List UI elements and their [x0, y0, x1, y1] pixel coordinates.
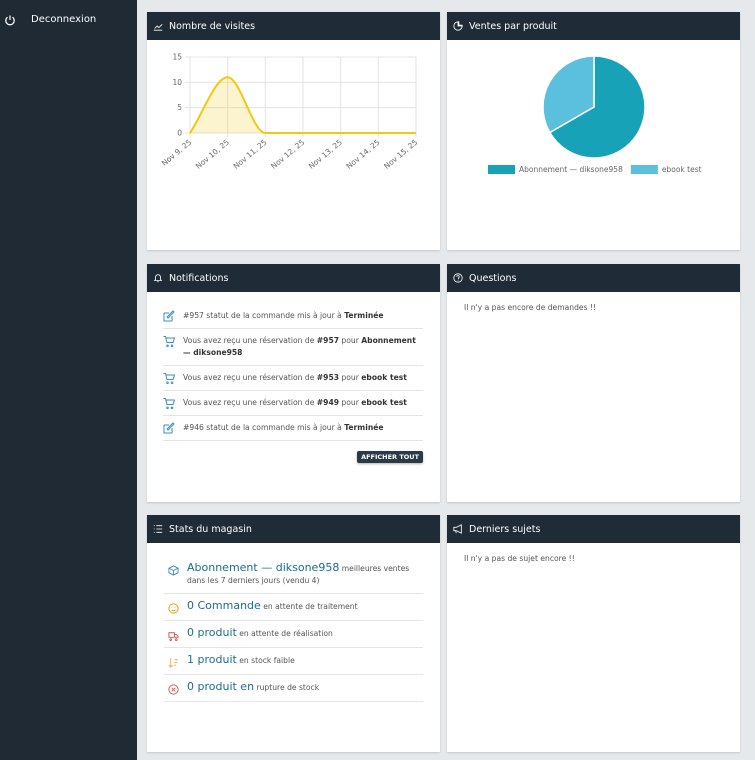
panel-header: Nombre de visites	[147, 12, 440, 40]
stat-text: Abonnement — diksone958 meilleures vente…	[187, 562, 423, 587]
panel: Ventes par produit	[447, 12, 740, 250]
icon	[168, 603, 179, 614]
panel-body: Abonnement — diksone958 meilleures vente…	[147, 543, 440, 702]
icon	[168, 657, 179, 668]
notification: Vous avez reçu une réservation de #953 p…	[163, 366, 423, 391]
text-segment: Vous avez reçu une réservation de	[183, 336, 317, 345]
text-segment: #957 statut de la commande mis à jour à	[183, 311, 345, 320]
stat-item: 1 produit en stock faible	[164, 648, 423, 675]
icon	[163, 398, 175, 409]
empty-message: Il n'y a pas de sujet encore !!	[464, 554, 575, 563]
text-segment: pour	[339, 373, 362, 382]
panel-body: Il n'y a pas encore de demandes !!	[447, 292, 740, 323]
icon	[163, 310, 175, 322]
notification-text: Vous avez reçu une réservation de #949 p…	[183, 397, 407, 409]
stat-text: 0 produit en attente de réalisation	[187, 627, 333, 641]
stat-link[interactable]: Abonnement — diksone958	[187, 561, 340, 574]
stat-item: Abonnement — diksone958 meilleures vente…	[164, 556, 423, 594]
stat-text: 1 produit en stock faible	[187, 654, 295, 668]
icon	[153, 274, 163, 283]
power-icon	[5, 15, 15, 26]
text-segment: Vous avez reçu une réservation de	[183, 398, 317, 407]
panel-title: Derniers sujets	[469, 523, 541, 535]
stat-item: 0 produit en rupture de stock	[164, 675, 423, 702]
text-segment: Terminée	[344, 423, 384, 432]
show-all-button[interactable]: AFFICHER TOUT	[357, 451, 423, 463]
stat-link[interactable]: 0 produit	[187, 626, 237, 639]
text-segment: Abonnement — diksone958	[183, 336, 416, 357]
stat-link[interactable]: 0 produit en	[187, 680, 255, 693]
stat-desc: meilleures ventes dans les 7 derniers jo…	[187, 564, 410, 585]
logout-link[interactable]: Deconnexion	[31, 14, 97, 25]
panel-title: Questions	[469, 272, 517, 284]
stat-text: 0 Commande en attente de traitement	[187, 600, 358, 614]
empty-message: Il n'y a pas encore de demandes !!	[464, 303, 597, 312]
text-segment: Vous avez reçu une réservation de	[183, 373, 317, 382]
notification-text: Vous avez reçu une réservation de #957 p…	[183, 335, 423, 359]
text-segment: ebook test	[361, 373, 407, 382]
stat-desc: rupture de stock	[256, 683, 320, 692]
panel: Notifications #957 statut de la commande …	[147, 264, 440, 502]
sidebar: Deconnexion	[0, 0, 137, 760]
text-segment: Terminée	[344, 311, 384, 320]
icon	[153, 24, 163, 31]
panel-header: Notifications	[147, 264, 440, 292]
panel: Stats du magasin Abonnement — diksone958 …	[147, 515, 440, 752]
stat-desc: en attente de réalisation	[239, 629, 333, 638]
panel-title: Nombre de visites	[169, 20, 256, 32]
notification-text: #957 statut de la commande mis à jour à …	[183, 310, 384, 322]
panel-header: Ventes par produit	[447, 12, 740, 40]
stat-desc: en stock faible	[239, 656, 295, 665]
icon	[453, 273, 463, 283]
panel-body: Il n'y a pas de sujet encore !!	[447, 543, 740, 574]
notification-text: #946 statut de la commande mis à jour à …	[183, 422, 384, 434]
icon	[163, 373, 175, 384]
panel-header: Stats du magasin	[147, 515, 440, 543]
icon	[453, 524, 462, 534]
panel-header: Derniers sujets	[447, 515, 740, 543]
icon	[168, 684, 179, 695]
panel: Derniers sujets Il n'y a pas de sujet enc…	[447, 515, 740, 752]
panel: Nombre de visites	[147, 12, 440, 250]
icon	[453, 21, 463, 31]
icon	[168, 632, 179, 641]
icon	[163, 336, 175, 347]
notification: Vous avez reçu une réservation de #949 p…	[163, 391, 423, 416]
panel-title: Notifications	[169, 272, 229, 284]
icon	[153, 525, 163, 533]
panel-title: Ventes par produit	[469, 20, 557, 32]
text-segment: #946 statut de la commande mis à jour à	[183, 423, 345, 432]
stat-item: 0 Commande en attente de traitement	[164, 594, 423, 621]
text-segment: pour	[339, 398, 362, 407]
stat-link[interactable]: 0 Commande	[187, 599, 261, 612]
stat-text: 0 produit en rupture de stock	[187, 681, 319, 695]
text-segment: pour	[339, 336, 362, 345]
text-segment: #949	[316, 398, 340, 407]
panel: Questions Il n'y a pas encore de demandes…	[447, 264, 740, 502]
panel-body: #957 statut de la commande mis à jour à …	[147, 292, 440, 463]
panel-header: Questions	[447, 264, 740, 292]
text-segment: #957	[316, 336, 340, 345]
text-segment: ebook test	[361, 398, 407, 407]
stat-desc: en attente de traitement	[263, 602, 358, 611]
icon	[168, 565, 179, 576]
notification: #957 statut de la commande mis à jour à …	[163, 304, 423, 329]
stat-item: 0 produit en attente de réalisation	[164, 621, 423, 648]
panel-title: Stats du magasin	[169, 523, 252, 535]
notification: Vous avez reçu une réservation de #957 p…	[163, 329, 423, 366]
stat-link[interactable]: 1 produit	[187, 653, 237, 666]
text-segment: #953	[316, 373, 340, 382]
notification-text: Vous avez reçu une réservation de #953 p…	[183, 372, 407, 384]
icon	[163, 422, 175, 434]
notification: #946 statut de la commande mis à jour à …	[163, 416, 423, 441]
